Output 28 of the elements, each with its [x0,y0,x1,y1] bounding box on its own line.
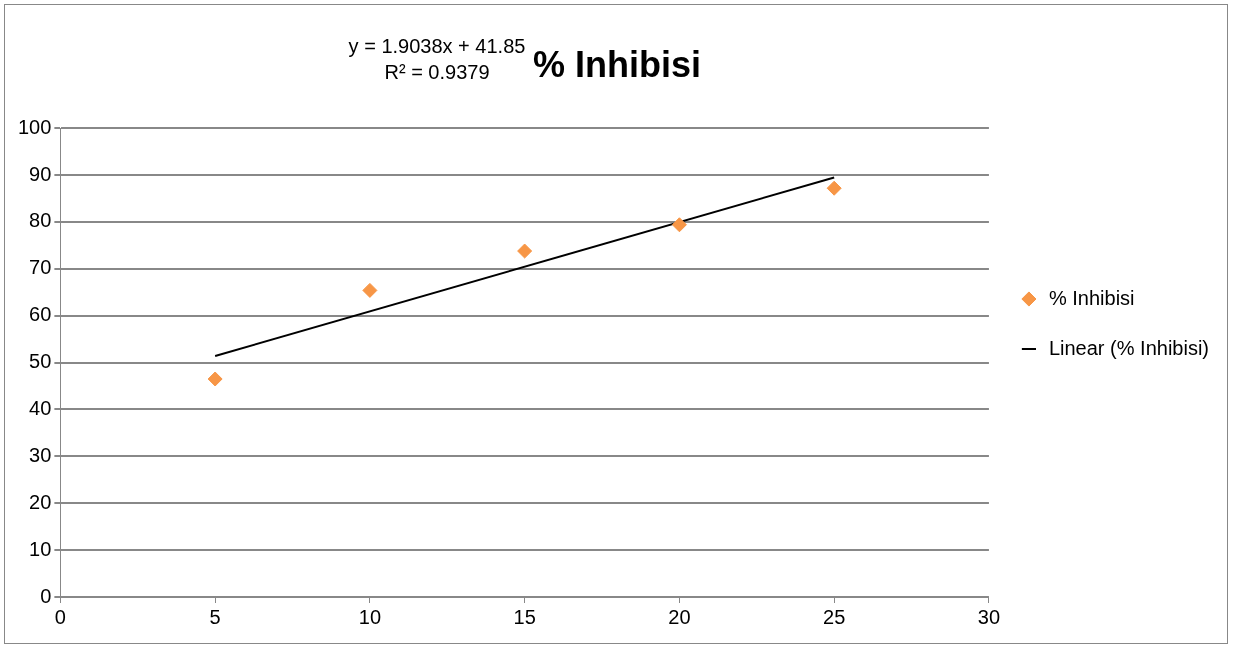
legend-label: % Inhibisi [1048,286,1135,309]
chart-title: % Inhibisi [532,43,702,85]
y-tick-label: 60 [29,303,52,326]
point [362,282,378,298]
y-tick-label: 40 [29,397,52,419]
y-tick-label: 0 [40,584,52,607]
legend-label: Linear (% Inhibisi) [1048,336,1210,359]
text: R² = 0.9379 [384,60,490,83]
y-tick-label: 80 [29,209,52,232]
x-tick-label: 15 [513,605,536,628]
point [207,371,223,387]
x-tick-label: 20 [668,605,691,628]
x-tick-label: 30 [977,605,1001,628]
y-tick-label: 90 [29,162,52,185]
y-tick-label: 30 [29,443,52,466]
x-tick-label: 25 [823,605,846,628]
y-tick-label: 10 [29,537,52,560]
x-tick-label: 5 [209,605,221,628]
point [826,180,842,196]
point [671,217,687,233]
x-tick-label: 0 [54,605,66,628]
point [517,243,533,259]
y-tick-label: 100 [17,115,52,138]
x-tick-label: 10 [358,605,382,628]
y-tick-label: 70 [29,256,52,279]
y-tick-label: 20 [29,490,52,513]
y-tick-label: 50 [29,350,52,373]
text: y = 1.9038x + 41.85 [348,34,526,57]
